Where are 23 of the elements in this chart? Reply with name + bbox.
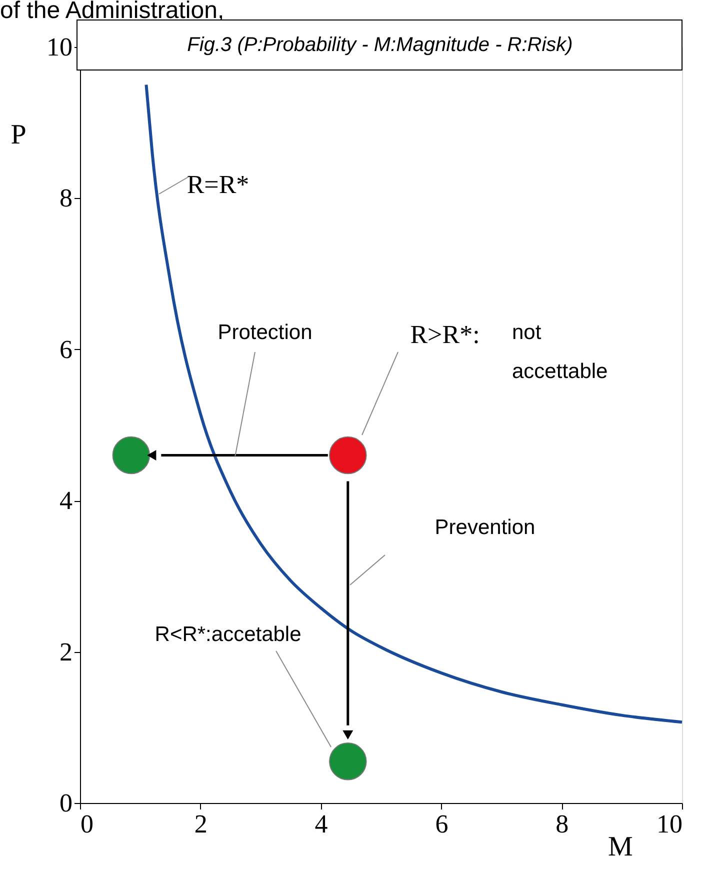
line-series: [144, 83, 684, 724]
annotation: R>R*:: [410, 320, 480, 349]
text: of the Administration,: [0, 0, 224, 24]
x-tick-label: 2: [194, 810, 208, 838]
y-tick-label: 2: [60, 637, 72, 666]
x-tick-label: 8: [556, 810, 569, 838]
y-tick-label: 8: [60, 184, 72, 213]
chart-title: Fig.3 (P:Probability - M:Magnitude - R:Risk): [187, 34, 573, 56]
annotation: not accettable: [512, 321, 608, 383]
x-tick-label: 6: [435, 810, 448, 838]
x-axis-title: M: [608, 832, 634, 862]
x-tick-label: 0: [80, 810, 94, 838]
annotation: Protection: [218, 321, 312, 344]
y-axis-title: P: [10, 120, 26, 150]
y-tick-label: 4: [60, 486, 72, 516]
x-tick-label: 10: [656, 810, 682, 838]
x-tick-label: 4: [314, 810, 328, 838]
y-tick-label: 6: [60, 334, 72, 364]
annotation: R<R*:accetable: [154, 623, 302, 646]
annotation: R=R*: [186, 170, 250, 199]
y-tick-label: 10: [46, 32, 72, 62]
y-tick-label: 0: [60, 788, 72, 818]
annotation: Prevention: [434, 516, 536, 539]
